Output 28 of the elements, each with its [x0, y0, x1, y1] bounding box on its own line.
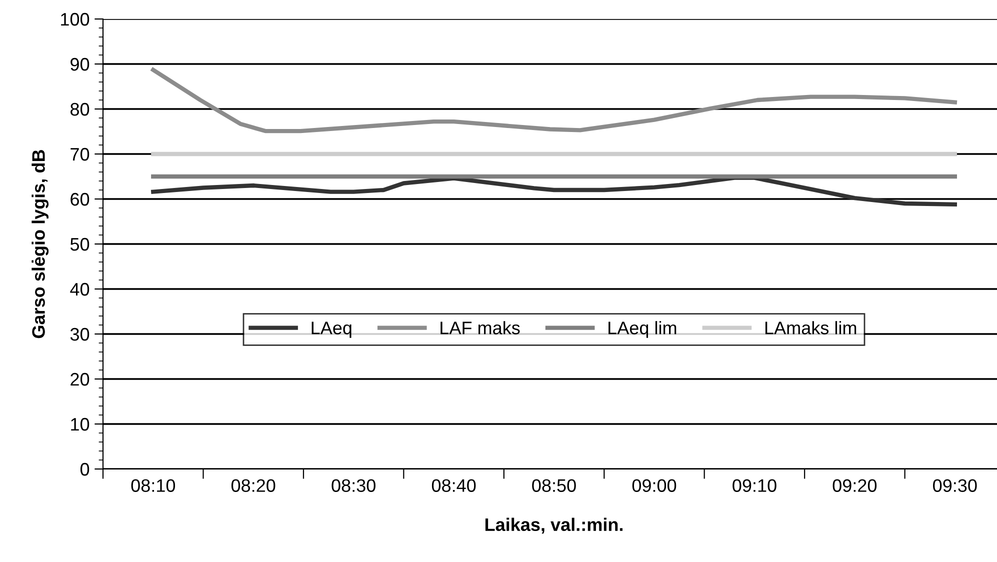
legend-label: LAF maks [440, 321, 520, 334]
y-tick-label: 0 [80, 462, 90, 476]
y-tick-label: 80 [70, 102, 90, 116]
y-tick-label: 100 [61, 12, 90, 26]
x-tick-label: 09:30 [933, 479, 977, 492]
y-tick-label: 50 [70, 238, 90, 251]
y-tick-label: 20 [70, 372, 90, 386]
x-tick-label: 09:20 [832, 479, 877, 492]
x-tick-label: 08:50 [532, 479, 576, 492]
x-tick-label: 08:10 [131, 479, 176, 492]
y-tick-label: 60 [70, 192, 90, 206]
y-tick-label: 90 [70, 58, 90, 71]
y-axis-title: Garso slėgio lygis, dB [32, 150, 49, 338]
x-tick-label: 08:30 [332, 479, 376, 492]
x-axis-title: Laikas, val.:min. [485, 518, 623, 534]
legend-label: LAmaks lim [765, 321, 856, 334]
legend-label: LAeq [312, 322, 352, 338]
line-series [151, 176, 957, 206]
y-tick-label: 30 [70, 328, 90, 341]
x-tick-label: 08:40 [432, 479, 476, 492]
line-series [151, 68, 957, 134]
x-tick-label: 09:10 [732, 479, 776, 492]
x-tick-label: 09:00 [632, 479, 676, 492]
y-tick-label: 40 [70, 282, 90, 296]
legend-label: LAeq lim [608, 321, 676, 338]
x-tick-label: 08:20 [231, 479, 276, 492]
y-tick-label: 70 [70, 148, 90, 161]
y-tick-label: 10 [71, 418, 90, 431]
